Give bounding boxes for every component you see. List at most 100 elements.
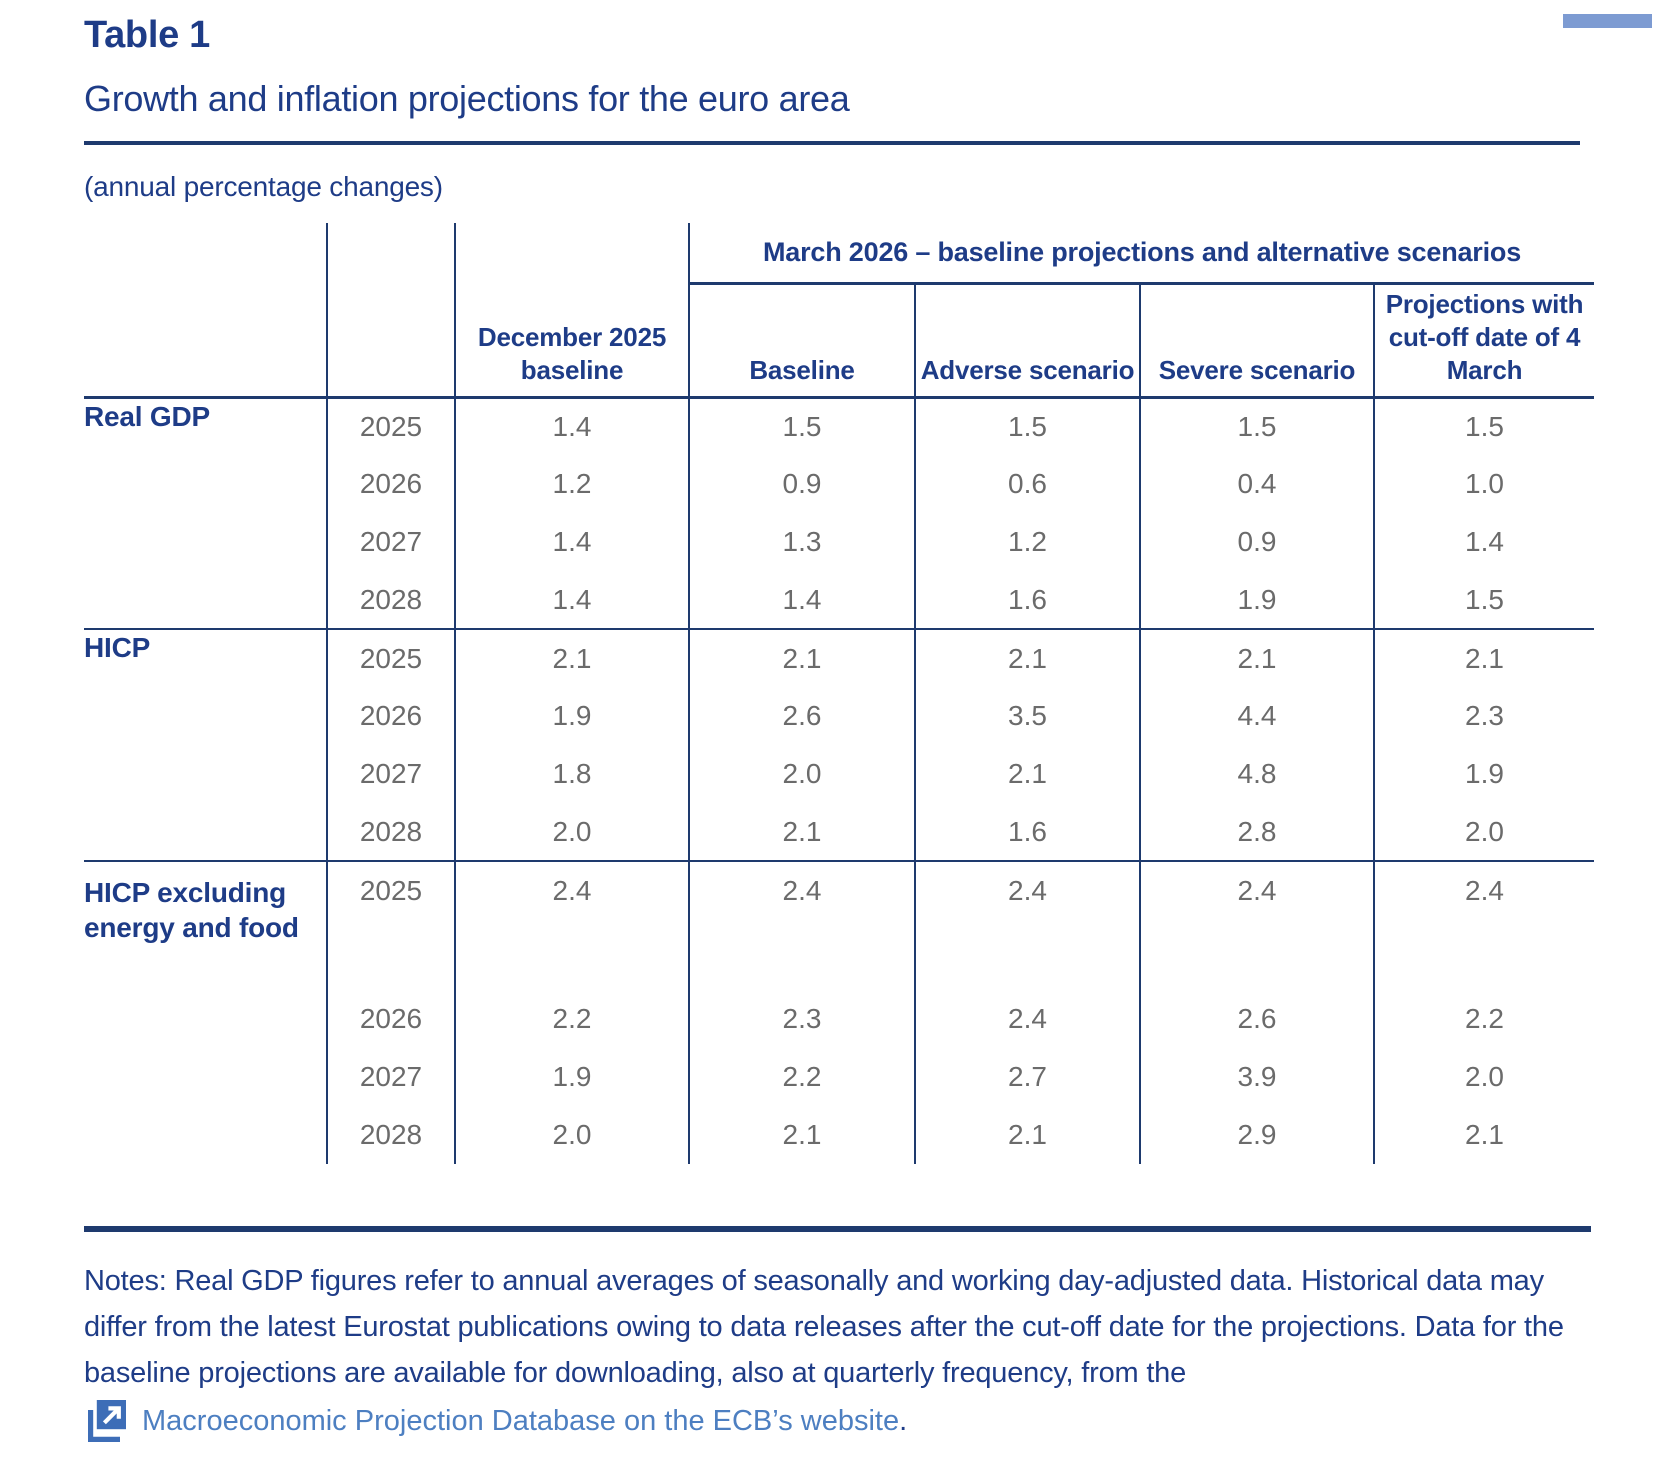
bottom-rule xyxy=(84,1226,1591,1233)
value-cell: 0.4 xyxy=(1140,455,1375,514)
page-title: Table 1 xyxy=(84,14,211,56)
value-cell: 2.1 xyxy=(1140,628,1375,688)
value-cell: 2.7 xyxy=(915,1048,1141,1107)
spacer-cell xyxy=(84,223,328,284)
value-cell: 2.4 xyxy=(455,860,690,991)
value-cell: 2.1 xyxy=(915,745,1141,804)
year-cell: 2028 xyxy=(327,571,456,630)
value-cell: 2.0 xyxy=(689,745,916,804)
value-cell: 2.4 xyxy=(915,990,1141,1049)
value-cell: 1.4 xyxy=(455,397,690,456)
value-cell: 2.4 xyxy=(1140,860,1375,991)
projections-table: March 2026 – baseline projections and al… xyxy=(84,223,1594,1165)
value-cell: 1.4 xyxy=(455,513,690,572)
value-cell: 2.1 xyxy=(689,803,916,862)
spacer-cell xyxy=(455,223,690,284)
corner-accent-bar xyxy=(1563,14,1652,28)
page-subtitle: Growth and inflation projections for the… xyxy=(84,77,850,119)
year-cell: 2025 xyxy=(327,628,456,688)
value-cell: 1.0 xyxy=(1465,468,1504,500)
value-cell: 2.3 xyxy=(1465,700,1504,732)
value-cell: 2.0 xyxy=(455,1106,690,1165)
year-cell: 2027 xyxy=(327,1048,456,1107)
value-cell: 3.5 xyxy=(915,687,1141,746)
notes-link-line: Macroeconomic Projection Database on the… xyxy=(84,1398,1608,1444)
value-cell: 1.2 xyxy=(455,455,690,514)
value-cell: 1.5 xyxy=(915,397,1141,456)
value-cell: 3.9 xyxy=(1140,1048,1375,1107)
value-cell: 4.4 xyxy=(1140,687,1375,746)
col-header-baseline: Baseline xyxy=(689,283,916,399)
value-cell: 2.0 xyxy=(1465,815,1504,847)
table-row: Real GDP 2025 1.4 1.5 1.5 1.5 1.5 xyxy=(84,397,1594,630)
value-cell: 0.9 xyxy=(1140,513,1375,572)
group-header-row: March 2026 – baseline projections and al… xyxy=(84,223,1594,285)
value-cell: 2.2 xyxy=(689,1048,916,1107)
value-cell: 2.1 xyxy=(915,628,1141,688)
spacer-cell xyxy=(327,283,456,399)
value-cell: 1.4 xyxy=(1465,526,1504,558)
value-cell: 2.1 xyxy=(689,1106,916,1165)
table-row: 2026 2.2 2.3 2.4 2.6 2.2 xyxy=(84,990,1594,1049)
section-label: HICP xyxy=(84,628,328,862)
value-cell: 2.0 xyxy=(455,803,690,862)
value-cell: 2.4 xyxy=(915,860,1141,991)
value-cell: 2.9 xyxy=(1140,1106,1375,1165)
value-cell: 4.8 xyxy=(1140,745,1375,804)
year-cell: 2028 xyxy=(327,1106,456,1165)
notes-text: Notes: Real GDP figures refer to annual … xyxy=(84,1265,1564,1390)
value-cell: 1.9 xyxy=(455,1048,690,1107)
value-cell: 2.6 xyxy=(1140,990,1375,1049)
value-cell: 2.4 xyxy=(689,860,916,991)
table-row: HICP 2025 2.1 2.1 2.1 2.1 2.1 xyxy=(84,628,1594,862)
table-row: 2028 1.4 1.4 1.6 1.9 1.5 xyxy=(84,571,1594,630)
value-cell: 1.8 xyxy=(455,745,690,804)
section-label: Real GDP xyxy=(84,397,328,630)
table-row: 2026 1.2 0.9 0.6 0.4 1.0 xyxy=(84,455,1594,514)
col-header-severe: Severe scenario xyxy=(1140,283,1375,399)
year-cell: 2026 xyxy=(327,455,456,514)
link-suffix: . xyxy=(899,1404,908,1437)
title-rule xyxy=(84,141,1580,146)
section-label: HICP excluding energy and food xyxy=(84,860,328,1165)
value-cell: 2.1 xyxy=(689,628,916,688)
value-cell: 2.0 xyxy=(1465,1061,1504,1093)
value-cell: 1.2 xyxy=(915,513,1141,572)
year-cell: 2026 xyxy=(327,687,456,746)
external-link-icon xyxy=(88,1400,126,1443)
year-cell: 2027 xyxy=(327,745,456,804)
year-cell: 2026 xyxy=(327,990,456,1049)
col-header-adverse: Adverse scenario xyxy=(915,283,1141,399)
value-cell: 1.5 xyxy=(1465,583,1504,615)
table-row: 2027 1.4 1.3 1.2 0.9 1.4 xyxy=(84,513,1594,572)
value-cell: 2.6 xyxy=(689,687,916,746)
unit-note: (annual percentage changes) xyxy=(84,171,443,203)
year-cell: 2027 xyxy=(327,513,456,572)
value-cell: 1.5 xyxy=(1140,397,1375,456)
col-header-dec-baseline: December 2025 baseline xyxy=(455,283,690,399)
col-header-cutoff: Projections with cut-off date of 4 March xyxy=(1374,283,1594,399)
year-cell: 2025 xyxy=(327,397,456,456)
group-header-cell: March 2026 – baseline projections and al… xyxy=(689,223,1594,285)
table-row: HICP excluding energy and food 2025 2.4 … xyxy=(84,860,1594,1165)
value-cell: 2.1 xyxy=(1465,1119,1504,1151)
spacer-cell xyxy=(327,223,456,284)
year-cell: 2028 xyxy=(327,803,456,862)
value-cell: 2.8 xyxy=(1140,803,1375,862)
value-cell: 2.1 xyxy=(455,628,690,688)
macroeconomic-projection-database-link[interactable]: Macroeconomic Projection Database on the… xyxy=(142,1404,900,1437)
value-cell: 1.9 xyxy=(455,687,690,746)
year-cell: 2025 xyxy=(327,860,456,991)
spacer-cell xyxy=(84,283,328,399)
column-header-row: December 2025 baseline Baseline Adverse … xyxy=(84,283,1594,399)
value-cell: 2.2 xyxy=(455,990,690,1049)
table-row: 2027 1.8 2.0 2.1 4.8 1.9 xyxy=(84,745,1594,804)
value-cell: 1.9 xyxy=(1465,758,1504,790)
value-cell: 0.9 xyxy=(689,455,916,514)
table-row: 2026 1.9 2.6 3.5 4.4 2.3 xyxy=(84,687,1594,746)
value-cell: 1.3 xyxy=(689,513,916,572)
value-cell: 0.6 xyxy=(915,455,1141,514)
value-cell: 2.2 xyxy=(1465,1003,1504,1035)
value-cell: 2.1 xyxy=(915,1106,1141,1165)
value-cell: 2.1 xyxy=(1374,628,1594,688)
